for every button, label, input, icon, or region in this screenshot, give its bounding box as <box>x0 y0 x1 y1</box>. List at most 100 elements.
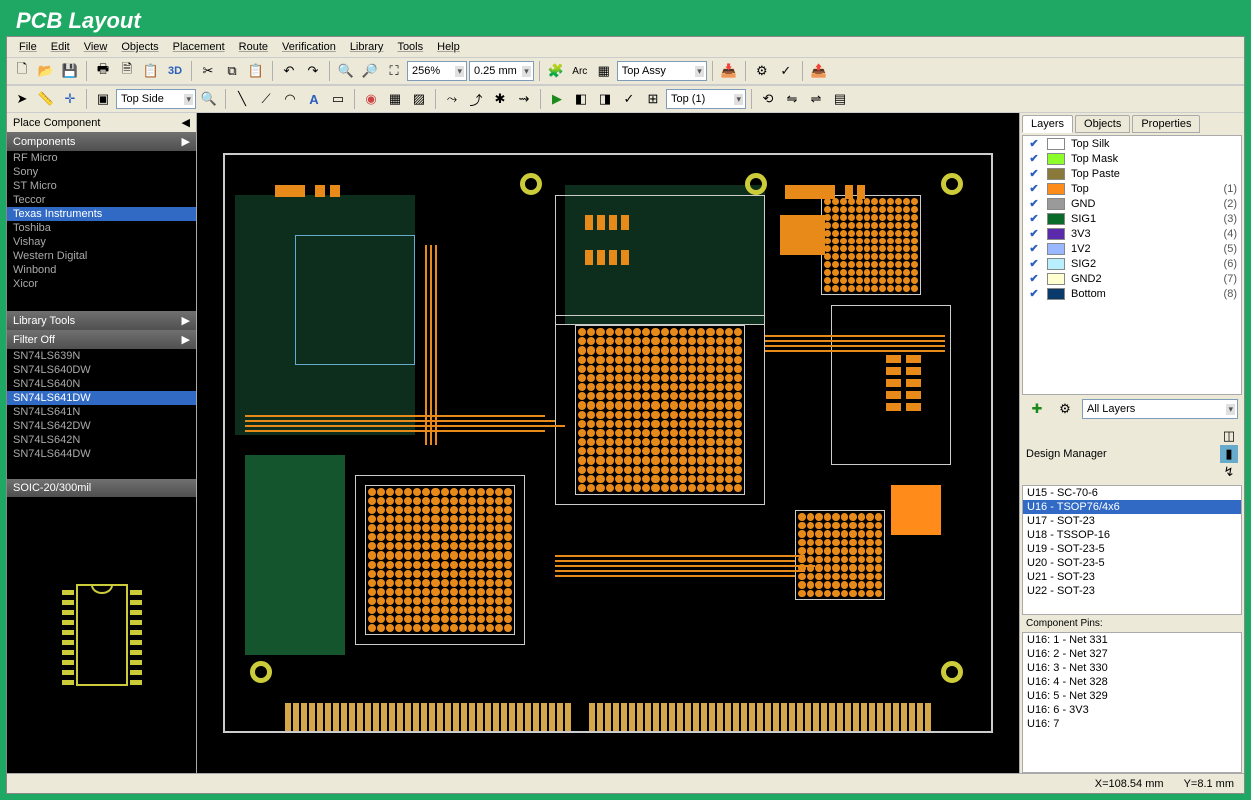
layer-row[interactable]: ✔GND(2) <box>1023 196 1241 211</box>
pad-icon[interactable]: ▦ <box>384 88 406 110</box>
design-component-item[interactable]: U16 - TSOP76/4x6 <box>1023 500 1241 514</box>
layer-visible-icon[interactable]: ✔ <box>1027 182 1041 195</box>
layers-list[interactable]: ✔Top Silk✔Top Mask✔Top Paste✔Top(1)✔GND(… <box>1022 135 1242 395</box>
settings-icon[interactable]: ⚙ <box>751 60 773 82</box>
layer-row[interactable]: ✔GND2(7) <box>1023 271 1241 286</box>
tab-properties[interactable]: Properties <box>1132 115 1200 133</box>
display-layer-combo[interactable]: Top Assy <box>617 61 707 81</box>
align-icon[interactable]: ▤ <box>829 88 851 110</box>
redo-icon[interactable]: ↷ <box>302 60 324 82</box>
check-icon[interactable]: ✓ <box>618 88 640 110</box>
part-item[interactable]: SN74LS640DW <box>7 363 196 377</box>
zoom-in-icon[interactable]: 🔍 <box>335 60 357 82</box>
manufacturer-item[interactable]: ST Micro <box>7 179 196 193</box>
undo-icon[interactable]: ↶ <box>278 60 300 82</box>
layer-icon[interactable]: ▦ <box>593 60 615 82</box>
design-component-item[interactable]: U19 - SOT-23-5 <box>1023 542 1241 556</box>
zoom-fit-icon[interactable]: ⛶ <box>383 60 405 82</box>
open-file-icon[interactable]: 📂 <box>35 60 57 82</box>
layer-visible-icon[interactable]: ✔ <box>1027 137 1041 150</box>
import-icon[interactable]: 📥 <box>718 60 740 82</box>
layer-row[interactable]: ✔3V3(4) <box>1023 226 1241 241</box>
menu-objects[interactable]: Objects <box>115 39 164 55</box>
design-component-item[interactable]: U20 - SOT-23-5 <box>1023 556 1241 570</box>
layer-visible-icon[interactable]: ✔ <box>1027 152 1041 165</box>
pin-item[interactable]: U16: 5 - Net 329 <box>1023 689 1241 703</box>
rotate-icon[interactable]: ⟲ <box>757 88 779 110</box>
collapse-icon[interactable]: ◀ <box>182 116 190 129</box>
polyline-icon[interactable]: ⟋ <box>255 88 277 110</box>
library-tools-header[interactable]: Library Tools▶ <box>7 311 196 330</box>
copy-icon[interactable]: ⧉ <box>221 60 243 82</box>
layer-visible-icon[interactable]: ✔ <box>1027 257 1041 270</box>
manufacturer-item[interactable]: Toshiba <box>7 221 196 235</box>
arc-icon[interactable]: ◠ <box>279 88 301 110</box>
paste-icon[interactable]: 📋 <box>245 60 267 82</box>
dm-opt3-icon[interactable]: ↯ <box>1220 463 1238 481</box>
design-component-item[interactable]: U18 - TSSOP-16 <box>1023 528 1241 542</box>
dm-opt1-icon[interactable]: ◫ <box>1220 427 1238 445</box>
part-item[interactable]: SN74LS642DW <box>7 419 196 433</box>
layer-visible-icon[interactable]: ✔ <box>1027 212 1041 225</box>
layer-row[interactable]: ✔Top(1) <box>1023 181 1241 196</box>
layer-select-icon[interactable]: ▣ <box>92 88 114 110</box>
zoom-combo[interactable]: 256% <box>407 61 467 81</box>
design-component-list[interactable]: U15 - SC-70-6U16 - TSOP76/4x6U17 - SOT-2… <box>1022 485 1242 615</box>
layer-row[interactable]: ✔Top Paste <box>1023 166 1241 181</box>
layer-row[interactable]: ✔SIG1(3) <box>1023 211 1241 226</box>
layer-row[interactable]: ✔Bottom(8) <box>1023 286 1241 301</box>
layer-row[interactable]: ✔Top Mask <box>1023 151 1241 166</box>
net-icon[interactable]: ⊞ <box>642 88 664 110</box>
new-file-icon[interactable]: 🗋 <box>11 60 33 82</box>
3d-button[interactable]: 3D <box>164 60 186 82</box>
arc-button[interactable]: Arc <box>569 60 591 82</box>
pin-item[interactable]: U16: 3 - Net 330 <box>1023 661 1241 675</box>
design-component-item[interactable]: U17 - SOT-23 <box>1023 514 1241 528</box>
tab-layers[interactable]: Layers <box>1022 115 1073 133</box>
cut-icon[interactable]: ✂ <box>197 60 219 82</box>
pin-item[interactable]: U16: 1 - Net 331 <box>1023 633 1241 647</box>
add-layer-icon[interactable]: ✚ <box>1026 398 1048 420</box>
menu-tools[interactable]: Tools <box>391 39 429 55</box>
layer-visible-icon[interactable]: ✔ <box>1027 242 1041 255</box>
manufacturer-item[interactable]: Xicor <box>7 277 196 291</box>
report-icon[interactable]: 📋 <box>140 60 162 82</box>
menu-route[interactable]: Route <box>233 39 274 55</box>
pour-icon[interactable]: ◧ <box>570 88 592 110</box>
layer-props-icon[interactable]: ⚙ <box>1054 398 1076 420</box>
manufacturer-item[interactable]: Western Digital <box>7 249 196 263</box>
menu-verification[interactable]: Verification <box>276 39 342 55</box>
save-icon[interactable]: 💾 <box>59 60 81 82</box>
layer-row[interactable]: ✔Top Silk <box>1023 136 1241 151</box>
flip-icon[interactable]: ⇋ <box>781 88 803 110</box>
filter-header[interactable]: Filter Off▶ <box>7 330 196 349</box>
manufacturer-item[interactable]: Vishay <box>7 235 196 249</box>
parts-list[interactable]: SN74LS639N SN74LS640DW SN74LS640N SN74LS… <box>7 349 196 479</box>
manufacturer-item[interactable]: RF Micro <box>7 151 196 165</box>
layer-filter-combo[interactable]: All Layers <box>1082 399 1238 419</box>
part-item[interactable]: SN74LS640N <box>7 377 196 391</box>
side-combo[interactable]: Top Side <box>116 89 196 109</box>
tab-objects[interactable]: Objects <box>1075 115 1130 133</box>
preview-icon[interactable]: 🗎 <box>116 60 138 82</box>
manufacturer-list[interactable]: RF Micro Sony ST Micro Teccor Texas Inst… <box>7 151 196 311</box>
components-section-header[interactable]: Components▶ <box>7 132 196 151</box>
menu-placement[interactable]: Placement <box>167 39 231 55</box>
component-pins-list[interactable]: U16: 1 - Net 331U16: 2 - Net 327U16: 3 -… <box>1022 632 1242 773</box>
pin-item[interactable]: U16: 7 <box>1023 717 1241 731</box>
part-item[interactable]: SN74LS641DW <box>7 391 196 405</box>
layer-visible-icon[interactable]: ✔ <box>1027 227 1041 240</box>
part-item[interactable]: SN74LS641N <box>7 405 196 419</box>
unroute-icon[interactable]: ⤴ <box>465 88 487 110</box>
layer-visible-icon[interactable]: ✔ <box>1027 167 1041 180</box>
manufacturer-item[interactable]: Teccor <box>7 193 196 207</box>
layer-visible-icon[interactable]: ✔ <box>1027 272 1041 285</box>
part-item[interactable]: SN74LS642N <box>7 433 196 447</box>
fanout-icon[interactable]: ✱ <box>489 88 511 110</box>
layer-visible-icon[interactable]: ✔ <box>1027 197 1041 210</box>
menu-help[interactable]: Help <box>431 39 466 55</box>
dm-opt2-icon[interactable]: ▮ <box>1220 445 1238 463</box>
route-icon[interactable]: ⤳ <box>441 88 463 110</box>
active-layer-combo[interactable]: Top (1) <box>666 89 746 109</box>
pcb-canvas[interactable] <box>197 113 1019 773</box>
